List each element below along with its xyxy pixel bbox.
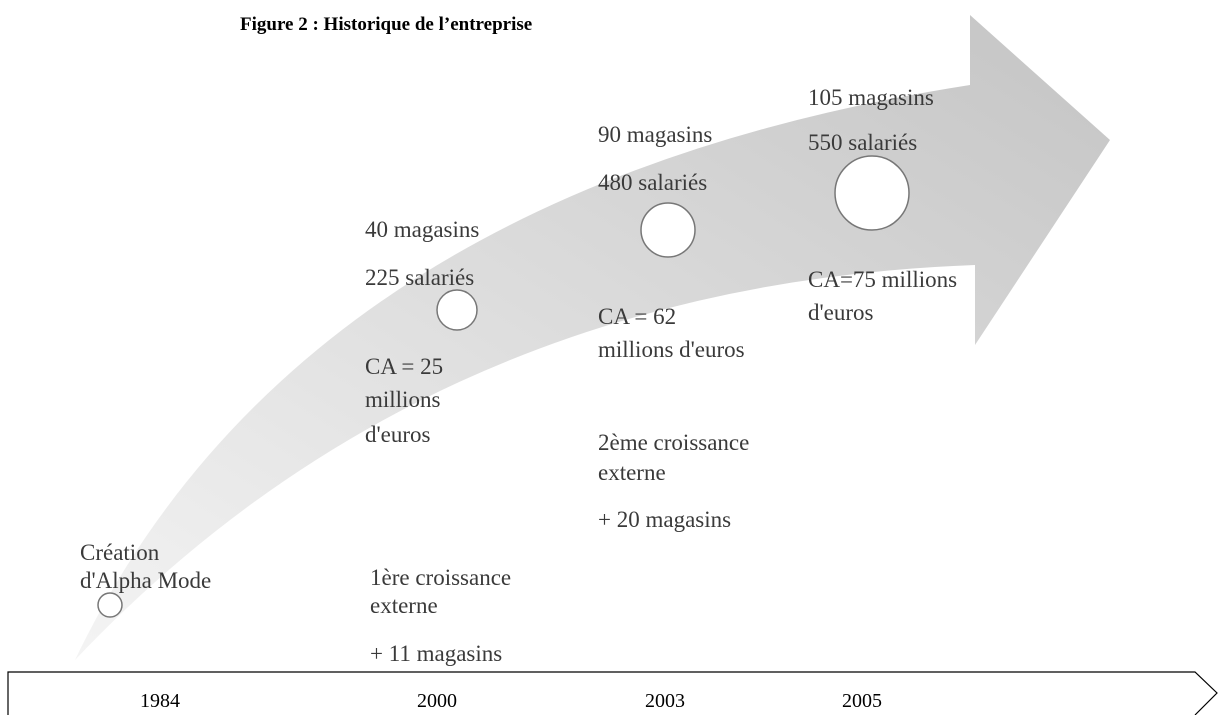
milestone-text: 480 salariés — [598, 170, 707, 195]
milestone-text: + 20 magasins — [598, 507, 731, 532]
labels: 1984 Création d'Alpha Mode 2000 40 magasins 2… — [80, 85, 957, 712]
milestone-text: 105 magasins — [808, 85, 934, 110]
year-label: 2005 — [842, 690, 882, 712]
milestone-text: + 11 magasins — [370, 641, 502, 666]
milestone-circle — [834, 155, 910, 231]
milestone-text: d'euros — [808, 300, 874, 325]
milestone-text: d'euros — [365, 422, 431, 447]
milestone-text: 550 salariés — [808, 130, 917, 155]
milestone-text: 40 magasins — [365, 217, 479, 242]
milestone-text: CA = 62 — [598, 304, 676, 329]
title: Figure 2 : Historique de l’entreprise — [240, 14, 532, 35]
milestone-text: 225 salariés — [365, 265, 474, 290]
milestone-text: d'Alpha Mode — [80, 568, 211, 593]
growth-arrow — [75, 15, 1110, 660]
milestone-text: 2ème croissance — [598, 430, 749, 455]
milestone-text: 90 magasins — [598, 122, 712, 147]
milestone-circle — [97, 592, 123, 618]
timeline — [7, 671, 1218, 715]
milestone-text: Création — [80, 540, 160, 565]
year-label: 2000 — [417, 690, 457, 712]
year-label: 2003 — [645, 690, 685, 712]
milestone-text: CA = 25 — [365, 354, 443, 379]
milestone-text: millions d'euros — [598, 337, 745, 362]
milestone-text: CA=75 millions — [808, 267, 957, 292]
milestone-text: externe — [598, 460, 666, 485]
milestone-text: 1ère croissance — [370, 565, 511, 590]
year-label: 1984 — [140, 690, 180, 712]
circles — [97, 155, 910, 618]
milestone-text: millions — [365, 387, 440, 412]
milestone-text: externe — [370, 593, 438, 618]
milestone-circle — [640, 202, 696, 258]
milestone-circle — [436, 289, 478, 331]
